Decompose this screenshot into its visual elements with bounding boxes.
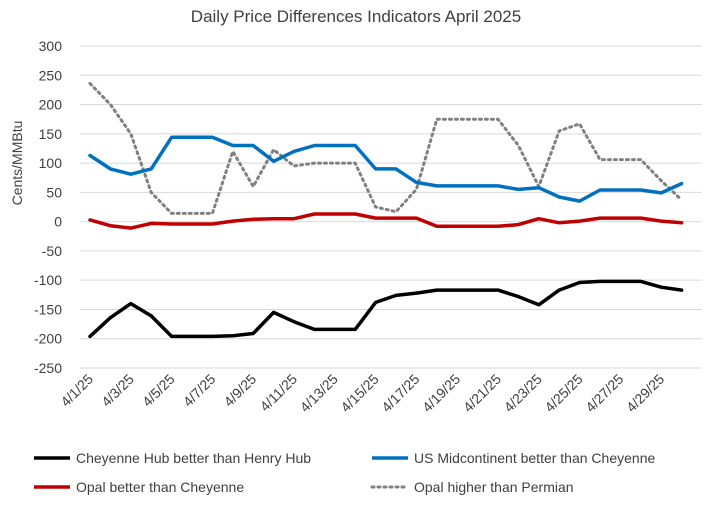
x-tick-label: 4/1/25 bbox=[57, 371, 96, 410]
y-tick-labels: 300 250 200 150 100 50 0 -50 -100 -150 -200 -250 bbox=[34, 38, 62, 376]
x-tick-label: 4/29/25 bbox=[623, 371, 667, 415]
legend-label: Opal better than Cheyenne bbox=[76, 479, 244, 495]
y-tick-label: -50 bbox=[42, 243, 62, 259]
y-tick-label: -100 bbox=[34, 272, 62, 288]
x-tick-label: 4/11/25 bbox=[257, 371, 301, 415]
legend-label: Cheyenne Hub better than Henry Hub bbox=[76, 450, 311, 466]
gridlines bbox=[80, 45, 702, 369]
x-tick-label: 4/5/25 bbox=[139, 371, 178, 410]
x-tick-label: 4/13/25 bbox=[297, 371, 341, 415]
chart-title: Daily Price Differences Indicators April… bbox=[191, 7, 521, 26]
y-tick-label: 150 bbox=[39, 126, 63, 142]
y-tick-label: 300 bbox=[39, 38, 63, 54]
x-tick-label: 4/21/25 bbox=[460, 371, 504, 415]
x-tick-label: 4/15/25 bbox=[337, 371, 381, 415]
series-lines bbox=[88, 82, 684, 339]
series-line-0 bbox=[88, 279, 684, 339]
y-tick-label: -250 bbox=[34, 360, 62, 376]
y-axis-label: Cents/MMBtu bbox=[9, 121, 25, 206]
x-tick-label: 4/9/25 bbox=[220, 371, 259, 410]
x-tick-label: 4/7/25 bbox=[180, 371, 219, 410]
y-tick-label: -150 bbox=[34, 301, 62, 317]
y-tick-label: 100 bbox=[39, 155, 63, 171]
series-line-1 bbox=[88, 135, 684, 203]
legend-label: US Midcontinent better than Cheyenne bbox=[414, 450, 655, 466]
y-tick-label: 250 bbox=[39, 67, 63, 83]
series-line-2 bbox=[88, 212, 684, 230]
x-tick-label: 4/17/25 bbox=[378, 371, 422, 415]
y-tick-label: 50 bbox=[46, 184, 62, 200]
y-tick-label: 200 bbox=[39, 97, 63, 113]
x-tick-label: 4/23/25 bbox=[501, 371, 545, 415]
x-tick-labels: 4/1/25 4/3/25 4/5/25 4/7/25 4/9/254/11/254/1… bbox=[57, 371, 667, 415]
y-tick-label: 0 bbox=[54, 214, 62, 230]
series-line-3 bbox=[88, 82, 684, 215]
y-tick-label: -200 bbox=[34, 331, 62, 347]
x-tick-label: 4/3/25 bbox=[98, 371, 137, 410]
legend: Cheyenne Hub better than Henry Hub US Mid… bbox=[34, 450, 655, 495]
legend-label: Opal higher than Permian bbox=[414, 479, 574, 495]
x-tick-label: 4/19/25 bbox=[419, 371, 463, 415]
x-tick-label: 4/25/25 bbox=[541, 371, 585, 415]
x-tick-label: 4/27/25 bbox=[582, 371, 626, 415]
